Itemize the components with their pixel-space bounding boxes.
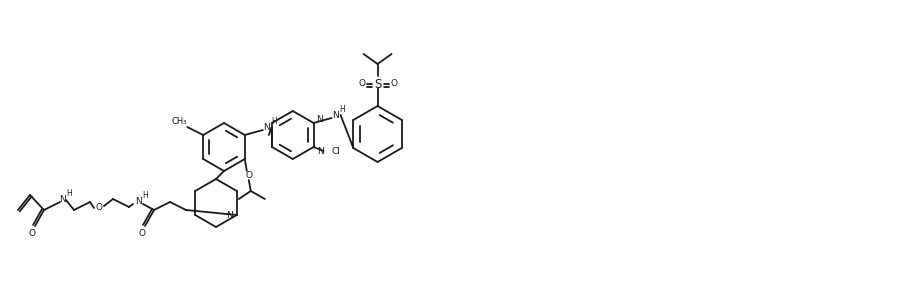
Text: N: N: [332, 110, 339, 119]
Text: S: S: [374, 77, 381, 91]
Text: H: H: [66, 190, 72, 199]
Text: N: N: [135, 197, 141, 206]
Text: H: H: [271, 117, 276, 126]
Text: O: O: [245, 171, 252, 180]
Text: O: O: [390, 79, 397, 88]
Text: O: O: [95, 202, 103, 211]
Text: CH₃: CH₃: [172, 117, 187, 126]
Text: O: O: [28, 230, 36, 239]
Text: O: O: [358, 79, 365, 88]
Text: N: N: [263, 123, 270, 131]
Text: Cl: Cl: [331, 147, 340, 157]
Text: N: N: [316, 116, 323, 124]
Text: N: N: [318, 147, 324, 156]
Text: H: H: [340, 105, 345, 114]
Text: N: N: [60, 194, 66, 204]
Text: O: O: [139, 230, 145, 239]
Text: N: N: [227, 211, 233, 220]
Text: H: H: [142, 192, 148, 201]
